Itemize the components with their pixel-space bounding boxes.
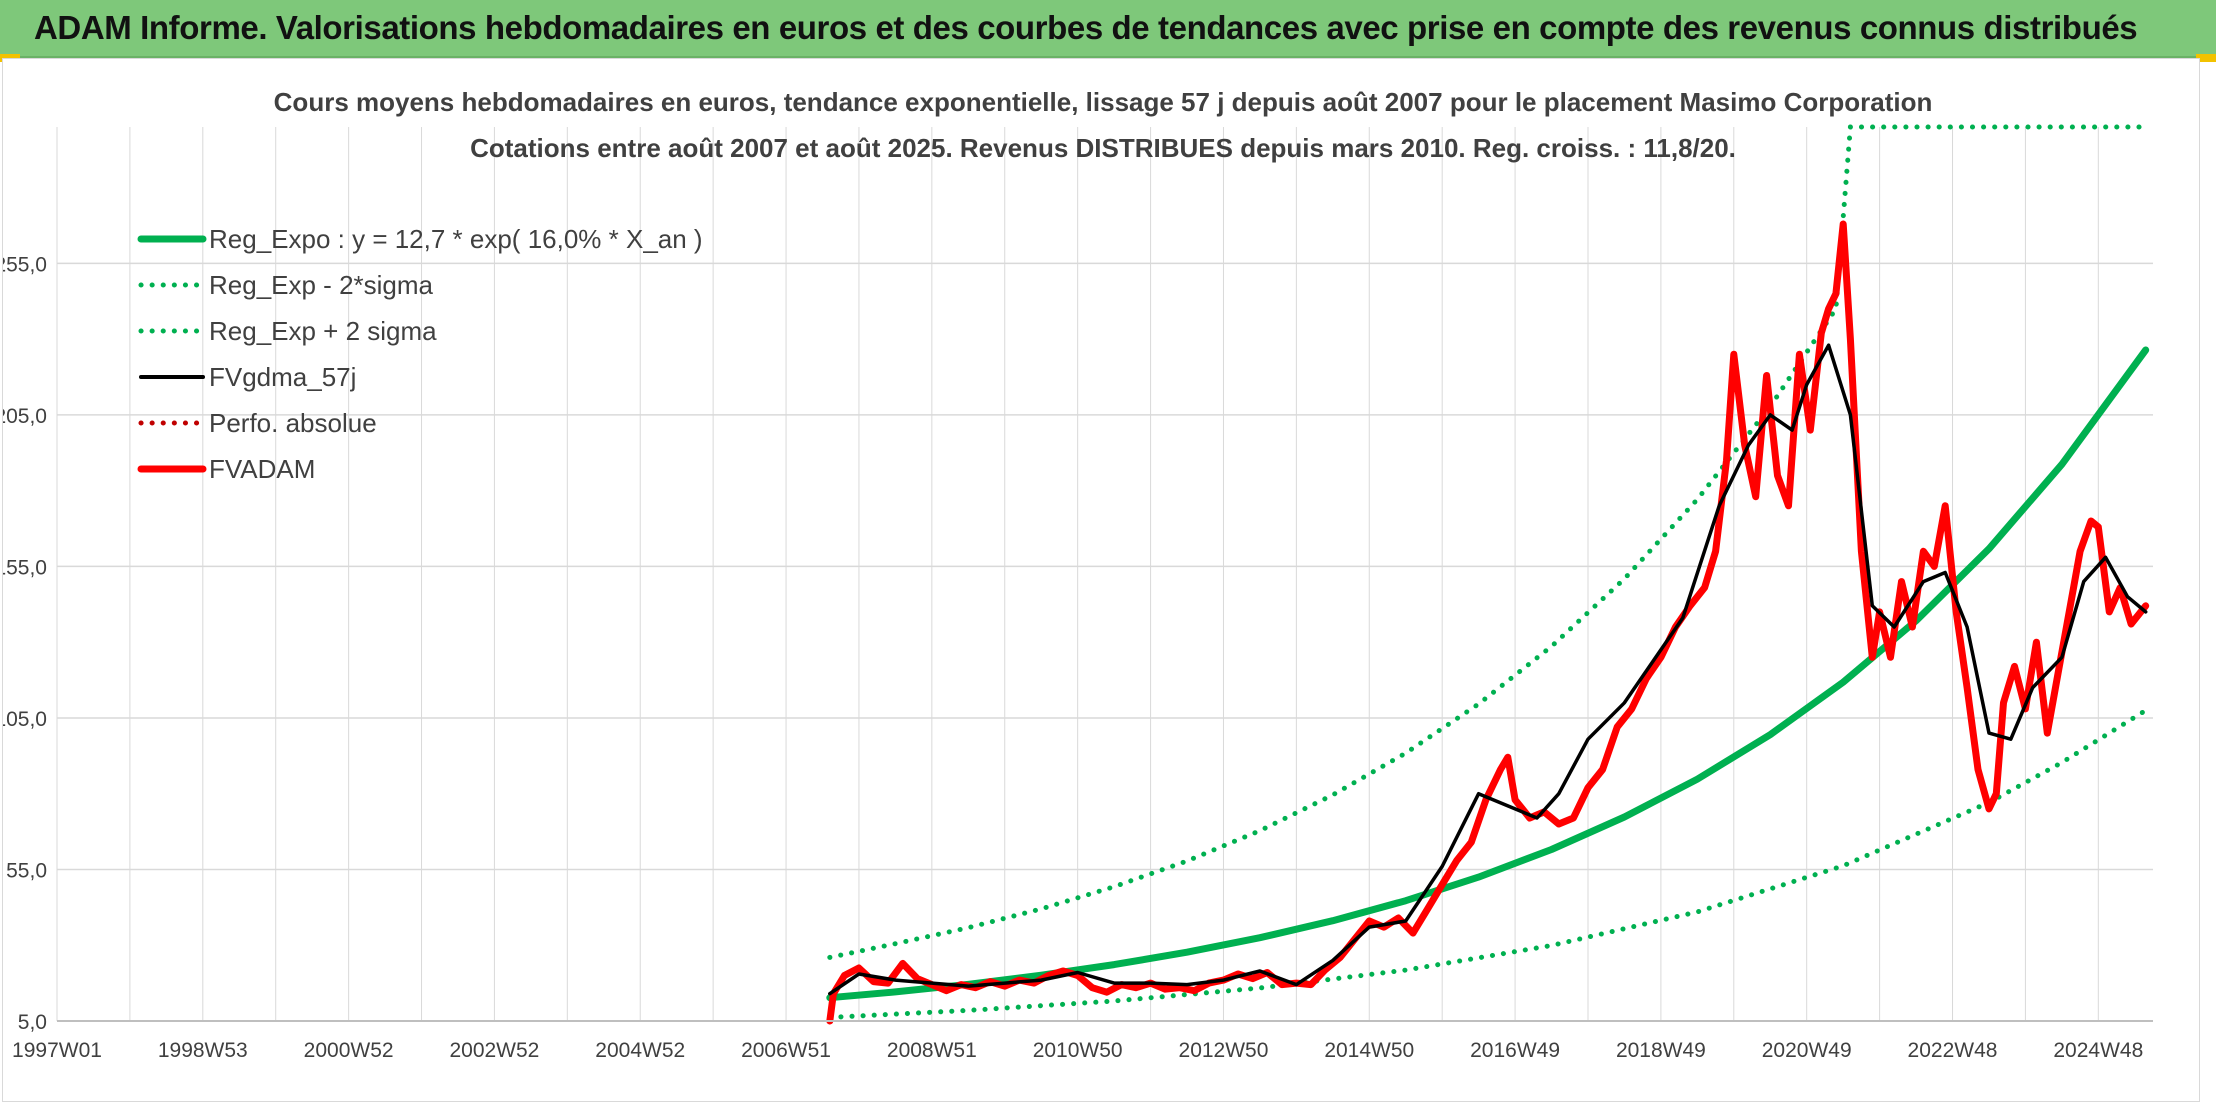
series-layer bbox=[826, 124, 2150, 1025]
chart-subtitle: Cotations entre août 2007 et août 2025. … bbox=[470, 133, 1736, 163]
x-tick-label: 2014W50 bbox=[1324, 1039, 1414, 1062]
report-banner: ADAM Informe. Valorisations hebdomadaire… bbox=[0, 0, 2216, 58]
legend-entry: FVADAM bbox=[209, 454, 315, 484]
chart-title: Cours moyens hebdomadaires en euros, ten… bbox=[274, 87, 1933, 117]
x-tick-label: 2004W52 bbox=[595, 1039, 685, 1062]
series-line-1 bbox=[827, 707, 2149, 1020]
gridlines bbox=[56, 127, 2153, 1021]
legend-entry: Reg_Exp - 2*sigma bbox=[209, 270, 434, 300]
x-tick-label: 2006W51 bbox=[741, 1039, 831, 1062]
y-tick-label: 55,0 bbox=[6, 859, 47, 882]
series-line-0 bbox=[826, 346, 2150, 1002]
y-tick-label: 105,0 bbox=[3, 708, 47, 731]
x-tick-label: 2024W48 bbox=[2053, 1039, 2143, 1062]
y-tick-label: 205,0 bbox=[3, 405, 47, 428]
x-tick-label: 2000W52 bbox=[304, 1039, 394, 1062]
y-tick-label: 255,0 bbox=[3, 253, 47, 276]
series-line-3 bbox=[828, 343, 2148, 996]
x-tick-label: 2010W50 bbox=[1033, 1039, 1123, 1062]
x-tick-label: 2008W51 bbox=[887, 1039, 977, 1062]
legend-entry: Reg_Exp + 2 sigma bbox=[209, 316, 437, 346]
x-tick-label: 2018W49 bbox=[1616, 1039, 1706, 1062]
legend-entry: Perfo. absolue bbox=[209, 408, 377, 438]
x-tick-label: 2016W49 bbox=[1470, 1039, 1560, 1062]
x-tick-label: 1998W53 bbox=[158, 1039, 248, 1062]
x-tick-label: 2022W48 bbox=[1908, 1039, 1998, 1062]
chart-legend: Reg_Expo : y = 12,7 * exp( 16,0% * X_an … bbox=[137, 224, 703, 484]
legend-entry: FVgdma_57j bbox=[209, 362, 356, 392]
corner-marker-right bbox=[2196, 54, 2216, 62]
axes: 5,0 55,0 105,0 155,0 205,0 255,0 1997W01 1998W5… bbox=[3, 253, 2153, 1062]
x-tick-label: 1997W01 bbox=[12, 1039, 102, 1062]
line-chart: 5,0 55,0 105,0 155,0 205,0 255,0 1997W01 1998W5… bbox=[3, 87, 2153, 1062]
y-tick-label: 155,0 bbox=[3, 556, 47, 579]
chart-frame: 5,0 55,0 105,0 155,0 205,0 255,0 1997W01 1998W5… bbox=[2, 58, 2200, 1102]
x-tick-label: 2002W52 bbox=[449, 1039, 539, 1062]
legend-entry: Reg_Expo : y = 12,7 * exp( 16,0% * X_an … bbox=[209, 224, 703, 254]
y-tick-label: 5,0 bbox=[18, 1011, 47, 1034]
report-title: ADAM Informe. Valorisations hebdomadaire… bbox=[34, 9, 2138, 46]
x-tick-label: 2012W50 bbox=[1179, 1039, 1269, 1062]
series-line-5 bbox=[826, 220, 2150, 1025]
x-tick-label: 2020W49 bbox=[1762, 1039, 1852, 1062]
